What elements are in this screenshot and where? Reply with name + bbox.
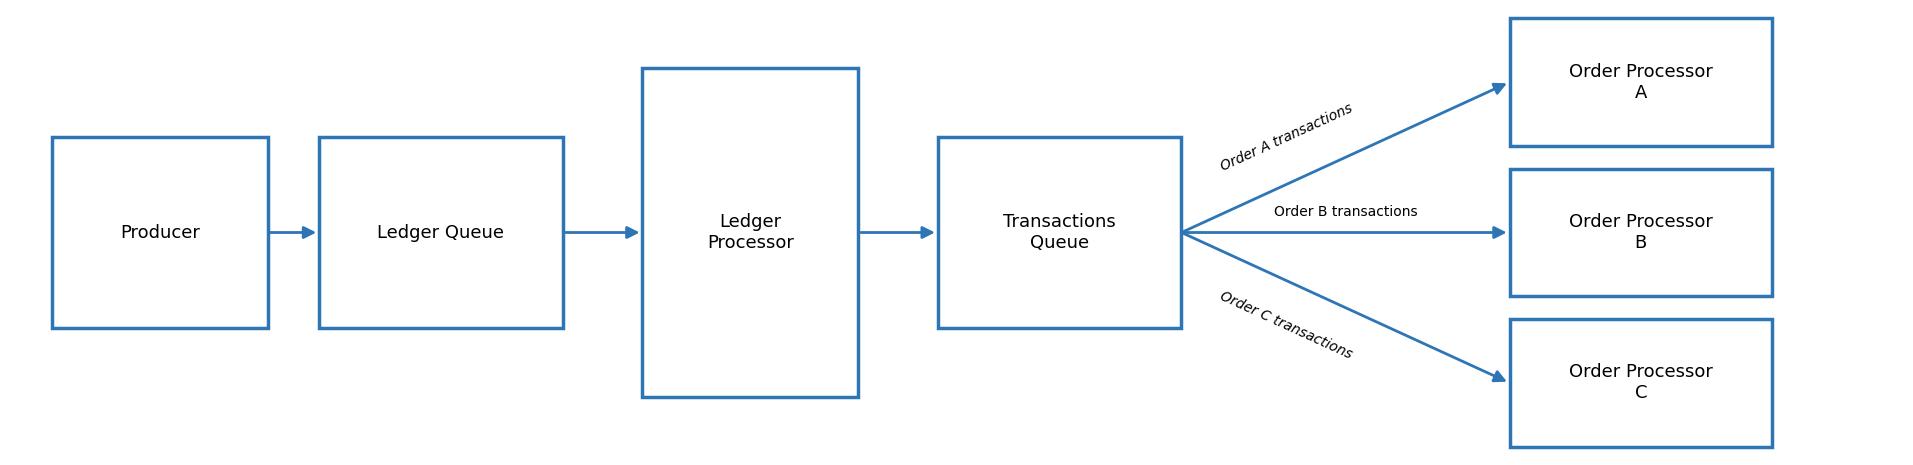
FancyBboxPatch shape [937,137,1182,328]
FancyBboxPatch shape [1509,319,1771,447]
FancyBboxPatch shape [1509,18,1771,146]
Text: Producer: Producer [121,224,199,241]
Text: Order Processor
A: Order Processor A [1569,63,1712,101]
FancyBboxPatch shape [52,137,268,328]
Text: Order A transactions: Order A transactions [1219,101,1354,173]
FancyBboxPatch shape [1509,169,1771,296]
Text: Order C transactions: Order C transactions [1219,289,1354,362]
Text: Ledger Queue: Ledger Queue [377,224,505,241]
Text: Transactions
Queue: Transactions Queue [1002,213,1115,252]
Text: Order Processor
B: Order Processor B [1569,213,1712,252]
FancyBboxPatch shape [319,137,562,328]
Text: Ledger
Processor: Ledger Processor [706,213,794,252]
FancyBboxPatch shape [643,68,859,397]
Text: Order Processor
C: Order Processor C [1569,364,1712,402]
Text: Order B transactions: Order B transactions [1274,205,1418,219]
